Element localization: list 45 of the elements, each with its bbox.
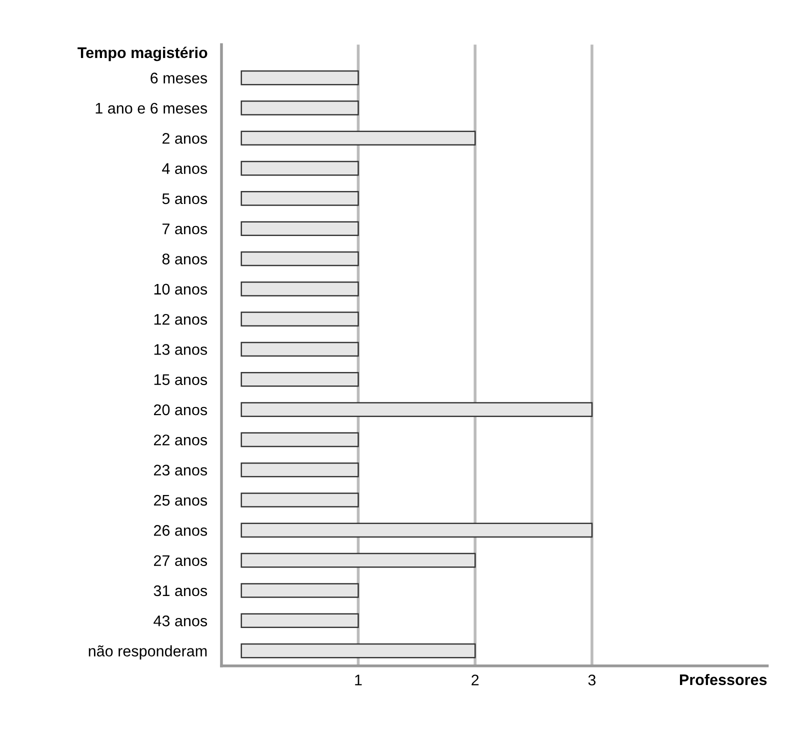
bar	[240, 643, 476, 658]
y-tick-label: 20 anos	[154, 404, 208, 416]
bar	[240, 282, 359, 296]
y-tick-label: 25 anos	[154, 494, 208, 506]
y-tick-label: 26 anos	[154, 525, 208, 536]
bar	[240, 342, 359, 357]
bar	[240, 552, 476, 568]
bar	[240, 613, 359, 628]
y-tick-label: 22 anos	[154, 434, 208, 446]
y-tick-label: 2 anos	[162, 132, 208, 144]
x-tick-label: 3	[588, 674, 596, 686]
y-tick-label: 8 anos	[162, 254, 208, 264]
y-tick-label: 43 anos	[154, 616, 208, 626]
x-tick-label: 1	[355, 674, 362, 686]
bar	[240, 312, 359, 326]
bar	[240, 130, 476, 146]
bar	[240, 191, 359, 206]
y-tick-label: 27 anos	[154, 555, 208, 566]
bar	[240, 522, 593, 538]
y-tick-label: 6 meses	[150, 72, 208, 84]
y-tick-label: 7 anos	[162, 224, 208, 234]
bar	[240, 583, 359, 598]
x-axis-title: Professores	[680, 674, 767, 686]
y-tick-label: 5 anos	[162, 193, 208, 204]
bar	[240, 492, 359, 508]
y-tick-label: 15 anos	[154, 374, 208, 386]
y-tick-label: 31 anos	[154, 585, 208, 596]
bar	[240, 432, 359, 448]
y-tick-label: não responderam	[88, 645, 207, 660]
y-tick-label: 13 anos	[154, 344, 208, 355]
bar	[240, 221, 359, 236]
bar	[240, 462, 359, 478]
x-tick-label: 2	[472, 674, 479, 686]
bar	[240, 372, 359, 387]
y-tick-label: 23 anos	[154, 464, 208, 476]
y-tick-label: 4 anos	[162, 163, 208, 174]
y-tick-label: 12 anos	[154, 314, 208, 325]
bar	[240, 160, 359, 176]
bar	[240, 251, 359, 266]
y-tick-label: 1 ano e 6 meses	[96, 102, 208, 114]
bar	[240, 402, 593, 417]
bar	[240, 70, 359, 86]
y-axis-title: Tempo magistério	[78, 46, 208, 62]
bar	[240, 100, 359, 116]
y-tick-label: 10 anos	[154, 284, 208, 295]
